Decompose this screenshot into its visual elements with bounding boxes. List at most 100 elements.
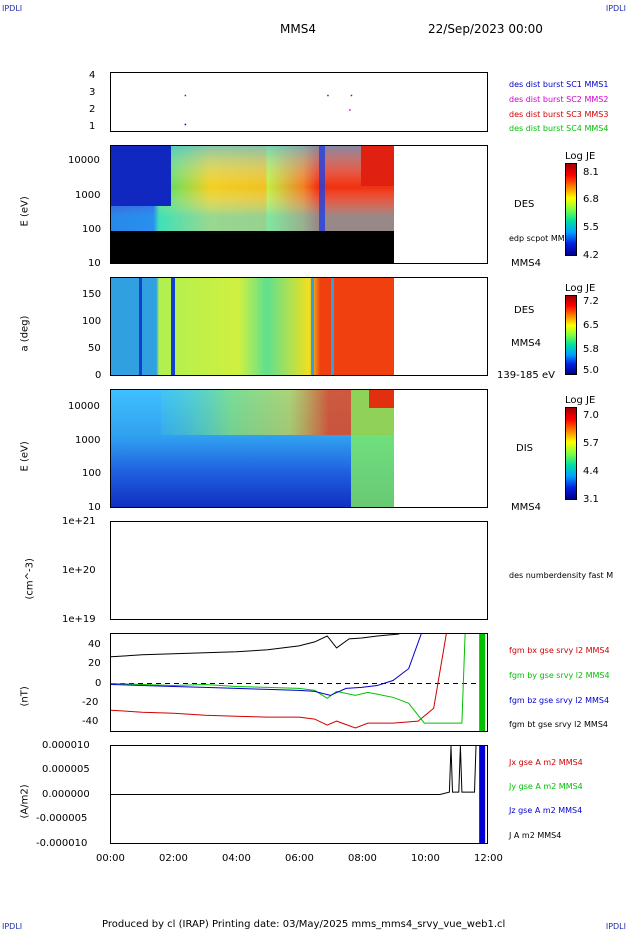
density-ylabel: (cm^-3) [24, 558, 36, 600]
cbar1-title: Log JE [565, 151, 596, 162]
availability-point [327, 94, 329, 97]
cbar3-tick-3: 3.1 [583, 494, 599, 505]
saturation-band [479, 634, 486, 731]
avail-ytick-4: 4 [89, 70, 96, 81]
legend-mms4: des dist burst SC4 MMS4 [509, 124, 609, 133]
des-energy-spectrogram [111, 146, 394, 263]
series-line-1 [110, 633, 447, 729]
legend-jz: Jz gse A m2 MMS4 [509, 806, 583, 815]
panel-current [110, 745, 488, 844]
des-pitch-spectrogram [111, 278, 394, 375]
cbar3-title: Log JE [565, 395, 596, 406]
avail-ytick-3: 3 [89, 87, 96, 98]
density-legend: des numberdensity fast M [509, 571, 614, 580]
spacecraft-title: MMS4 [280, 22, 316, 36]
current-ylabel: (A/m2) [19, 784, 31, 819]
dis-ytick-1000: 1000 [75, 435, 101, 446]
series-line-1 [111, 745, 477, 795]
time-tick-2: 04:00 [222, 853, 251, 864]
panel-des-pitch [110, 277, 488, 376]
panel-des-energy [110, 145, 488, 264]
cbar3-tick-1: 5.7 [583, 438, 599, 449]
cbar2-title: Log JE [565, 283, 596, 294]
dis-side-sub: MMS4 [511, 502, 541, 513]
time-tick-0: 00:00 [96, 853, 125, 864]
legend-by: fgm by gse srvy l2 MMS4 [509, 671, 610, 680]
cbar2-tick-0: 7.2 [583, 296, 599, 307]
legend-bz: fgm bz gse srvy l2 MMS4 [509, 696, 610, 705]
dis-energy-spectrogram [111, 390, 394, 507]
pitch-ytick-0: 0 [95, 370, 102, 381]
fgm-plot [110, 633, 487, 731]
corner-label-tr: IPDLI [605, 4, 626, 13]
des-ytick-10: 10 [88, 258, 101, 269]
availability-point [184, 123, 187, 126]
cbar2-tick-3: 5.0 [583, 365, 599, 376]
des-ytick-1000: 1000 [75, 190, 101, 201]
time-tick-1: 02:00 [159, 853, 188, 864]
series-line-2 [110, 633, 466, 724]
cbar1 [565, 163, 577, 256]
des-side-label: DES [514, 199, 535, 210]
current-plot [111, 745, 486, 843]
cbar2-tick-2: 5.8 [583, 344, 599, 355]
cur-ytick-2: 0.000000 [42, 789, 90, 800]
series-line-3 [110, 633, 422, 696]
legend-mms3: des dist burst SC3 MMS3 [509, 110, 609, 119]
legend-j: J A m2 MMS4 [509, 831, 562, 840]
series-line-4 [110, 633, 400, 658]
footer-text: Produced by cl (IRAP) Printing date: 03/… [102, 919, 506, 930]
saturation-band [479, 746, 486, 843]
density-ytick-1e19: 1e+19 [62, 614, 96, 625]
cur-ytick-3: -0.000005 [36, 813, 88, 824]
fgm-ytick-20: 20 [88, 658, 101, 669]
cbar2 [565, 295, 577, 375]
dis-ytick-10000: 10000 [68, 401, 100, 412]
time-tick-3: 06:00 [285, 853, 314, 864]
availability-plot [184, 94, 353, 126]
des-pitch-ylabel: a (deg) [19, 315, 31, 352]
des-ytick-100: 100 [82, 224, 102, 235]
cur-ytick-1: 0.000005 [42, 764, 90, 775]
panel-density [110, 521, 488, 620]
pitch-energy-range: 139-185 eV [497, 370, 555, 381]
cbar2-tick-1: 6.5 [583, 320, 599, 331]
legend-bx: fgm bx gse srvy l2 MMS4 [509, 646, 610, 655]
des-energy-ylabel: E (eV) [19, 196, 31, 227]
availability-point [350, 94, 353, 97]
availability-point [349, 109, 351, 111]
pitch-side-sub: MMS4 [511, 338, 541, 349]
dis-ytick-100: 100 [82, 468, 102, 479]
legend-jx: Jx gse A m2 MMS4 [509, 758, 583, 767]
cbar1-tick-2: 5.5 [583, 222, 599, 233]
cbar1-tick-0: 8.1 [583, 167, 599, 178]
cur-ytick-0: 0.000010 [42, 740, 90, 751]
panel-fgm [110, 633, 488, 732]
time-tick-5: 10:00 [411, 853, 440, 864]
density-ytick-1e20: 1e+20 [62, 565, 96, 576]
scpot-label: edp scpot MMS4 [509, 234, 575, 243]
cur-ytick-4: -0.000010 [36, 838, 88, 849]
des-ytick-10000: 10000 [68, 155, 100, 166]
fgm-ylabel: (nT) [19, 686, 31, 707]
legend-bt: fgm bt gse srvy l2 MMS4 [509, 720, 608, 729]
fgm-ytick-0: 0 [95, 678, 102, 689]
dis-energy-ylabel: E (eV) [19, 441, 31, 472]
date-title: 22/Sep/2023 00:00 [428, 22, 543, 36]
density-ytick-1e21: 1e+21 [62, 516, 96, 527]
pitch-ytick-100: 100 [82, 316, 102, 327]
pitch-ytick-50: 50 [88, 343, 101, 354]
pitch-side-label: DES [514, 305, 535, 316]
dis-side-label: DIS [516, 443, 533, 454]
cbar3 [565, 407, 577, 500]
dis-ytick-10: 10 [88, 502, 101, 513]
fgm-ytick-40: 40 [88, 639, 101, 650]
avail-ytick-1: 1 [89, 121, 96, 132]
panel-dis-energy [110, 389, 488, 508]
pitch-ytick-150: 150 [82, 289, 102, 300]
legend-mms1: des dist burst SC1 MMS1 [509, 80, 609, 89]
cbar3-tick-0: 7.0 [583, 410, 599, 421]
avail-ytick-2: 2 [89, 104, 96, 115]
cbar3-tick-2: 4.4 [583, 466, 599, 477]
corner-label-tl: IPDLI [2, 4, 23, 13]
